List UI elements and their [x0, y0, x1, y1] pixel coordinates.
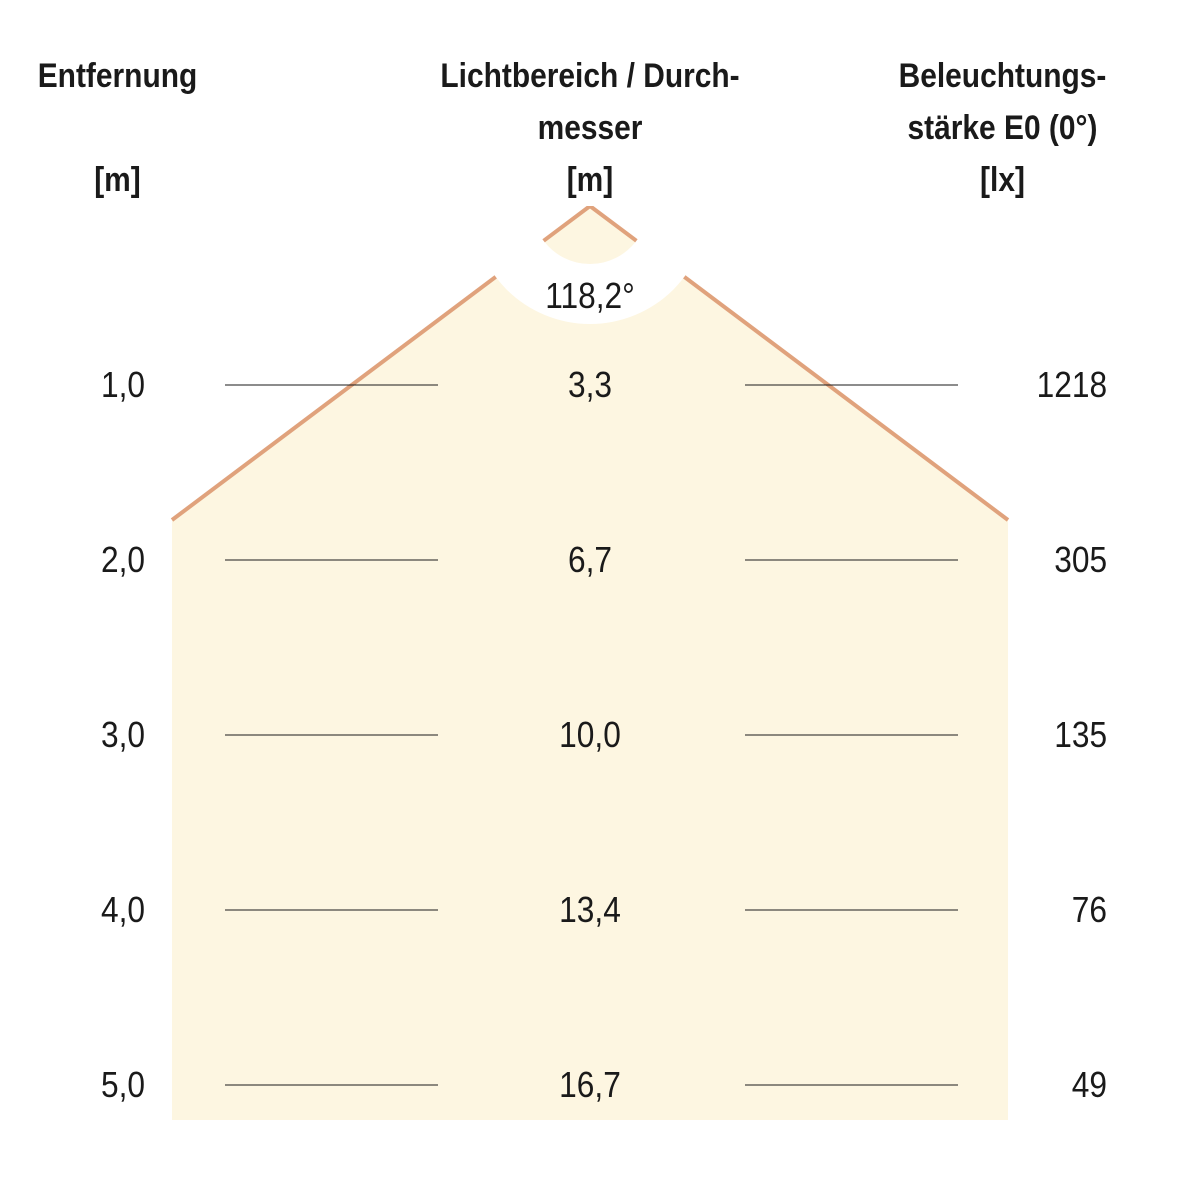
row-diameter: 10,0	[559, 714, 621, 755]
row-distance: 3,0	[100, 714, 145, 755]
header-illuminance-line1: Beleuchtungs-	[898, 57, 1107, 95]
light-cone-fill	[172, 206, 1008, 1120]
header-distance-unit: [m]	[94, 161, 141, 199]
row-distance: 5,0	[100, 1064, 145, 1105]
header-distance: Entfernung [m]	[14, 50, 221, 206]
beam-angle: 118,2°	[545, 275, 635, 316]
apex-sector	[543, 206, 637, 264]
header-diameter: Lichtbereich / Durch- messer [m]	[414, 50, 766, 206]
row-diameter: 6,7	[567, 539, 613, 580]
header-diameter-line1: Lichtbereich / Durch-	[440, 57, 740, 95]
header-illuminance-unit: [lx]	[980, 161, 1025, 199]
row-illuminance: 1218	[1036, 364, 1107, 405]
header-diameter-line2: messer	[537, 109, 643, 147]
header-distance-line2	[14, 102, 221, 154]
row-distance: 4,0	[100, 889, 145, 930]
row-illuminance: 76	[1071, 889, 1107, 930]
row-illuminance: 49	[1071, 1064, 1107, 1105]
row-diameter: 13,4	[559, 889, 621, 930]
header-illuminance-line2: stärke E0 (0°)	[907, 109, 1098, 147]
row-illuminance: 135	[1054, 714, 1107, 755]
row-illuminance: 305	[1054, 539, 1107, 580]
row-distance: 1,0	[100, 364, 145, 405]
row-diameter: 3,3	[567, 364, 613, 405]
header-diameter-unit: [m]	[566, 161, 614, 199]
row-diameter: 16,7	[559, 1064, 621, 1105]
row-distance: 2,0	[100, 539, 145, 580]
header-distance-line1: Entfernung	[37, 57, 198, 95]
header-illuminance: Beleuchtungs- stärke E0 (0°) [lx]	[868, 50, 1136, 206]
